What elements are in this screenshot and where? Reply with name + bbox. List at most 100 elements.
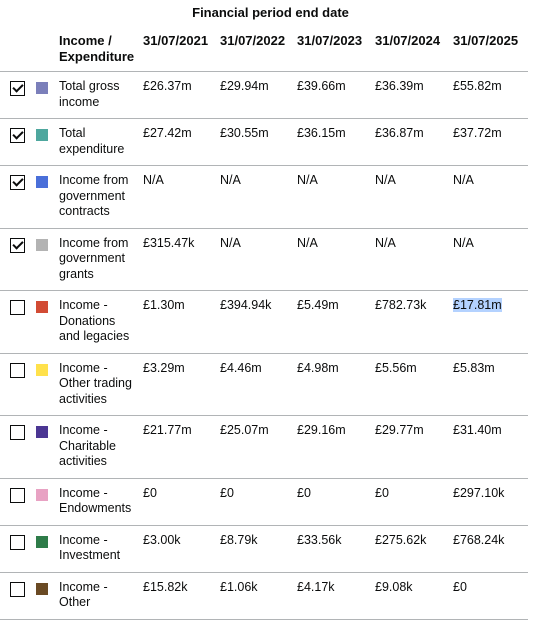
value-text: N/A: [297, 173, 318, 187]
header-date-2022: 31/07/2022: [214, 26, 291, 72]
swatch-cell: [30, 478, 55, 526]
row-label: Income - Other: [55, 572, 137, 620]
value-cell: £0: [137, 478, 214, 526]
series-color-swatch: [36, 129, 48, 141]
value-text: £1.30m: [143, 298, 185, 312]
value-text: £15.82k: [143, 579, 188, 594]
value-cell: £36.39m: [369, 71, 447, 119]
series-toggle-checkbox[interactable]: [10, 362, 25, 378]
value-cell: £5.49m: [291, 290, 369, 354]
value-text: £782.73k: [375, 298, 427, 312]
value-text: £29.77m: [375, 423, 424, 437]
series-color-swatch: [36, 582, 48, 595]
series-color-swatch: [36, 176, 48, 188]
row-label: Income - Endowments: [55, 478, 137, 526]
value-cell: N/A: [447, 165, 528, 229]
series-toggle-checkbox[interactable]: [10, 175, 25, 190]
value-text: £8.79k: [220, 532, 258, 547]
header-date-2025: 31/07/2025: [447, 26, 528, 72]
value-text: N/A: [220, 173, 241, 187]
value-cell: £4.46m: [214, 353, 291, 416]
table-row: Income from government grants £315.47k N/A…: [0, 228, 528, 291]
value-cell: £31.40m: [447, 415, 528, 479]
swatch-cell: [30, 118, 55, 166]
value-cell: £782.73k: [369, 290, 447, 354]
series-toggle-checkbox[interactable]: [10, 237, 25, 253]
series-toggle-checkbox[interactable]: [10, 128, 25, 143]
value-text: £4.46m: [220, 360, 262, 375]
series-color-swatch: [36, 426, 48, 438]
series-color-swatch: [36, 363, 48, 376]
value-text: £1.06k: [220, 579, 258, 594]
value-cell: £3.00k: [137, 525, 214, 573]
series-color-swatch: [36, 301, 48, 313]
value-text: £27.42m: [143, 126, 192, 140]
value-cell: N/A: [214, 165, 291, 229]
series-toggle-checkbox[interactable]: [10, 300, 25, 315]
series-color-swatch: [36, 488, 48, 501]
swatch-cell: [30, 415, 55, 479]
value-text: N/A: [375, 235, 396, 250]
value-cell: £27.42m: [137, 118, 214, 166]
swatch-cell: [30, 71, 55, 119]
value-cell: £4.17k: [291, 572, 369, 620]
value-cell: £36.15m: [291, 118, 369, 166]
header-checkbox-column: [0, 26, 30, 72]
checkbox-cell: [0, 525, 30, 573]
series-toggle-checkbox[interactable]: [10, 487, 25, 503]
checkbox-cell: [0, 290, 30, 354]
value-cell: £26.37m: [137, 71, 214, 119]
value-cell: £21.77m: [137, 415, 214, 479]
value-cell: £1.06k: [214, 572, 291, 620]
table-body: Total gross income £26.37m £29.94m £39.66m £…: [0, 71, 528, 620]
series-toggle-checkbox[interactable]: [10, 534, 25, 550]
checkbox-cell: [0, 353, 30, 416]
checkbox-cell: [0, 71, 30, 119]
value-text: £4.98m: [297, 360, 339, 375]
value-text: N/A: [453, 173, 474, 187]
value-cell: £0: [447, 572, 528, 620]
table-row: Total gross income £26.37m £29.94m £39.66m £…: [0, 71, 528, 119]
value-text: £5.56m: [375, 360, 417, 375]
table-row: Income - Endowments £0 £0 £0 £0 £297.10k: [0, 478, 528, 526]
row-label: Income - Investment: [55, 525, 137, 573]
value-cell: £25.07m: [214, 415, 291, 479]
value-text: £21.77m: [143, 423, 192, 437]
value-text: N/A: [297, 235, 318, 250]
value-cell: N/A: [369, 228, 447, 291]
checkbox-cell: [0, 572, 30, 620]
value-cell: £17.81m: [447, 290, 528, 354]
series-color-swatch: [36, 238, 48, 251]
value-cell: £0: [291, 478, 369, 526]
value-cell: £4.98m: [291, 353, 369, 416]
series-toggle-checkbox[interactable]: [10, 81, 25, 96]
value-cell: £37.72m: [447, 118, 528, 166]
value-text: £30.55m: [220, 126, 269, 140]
value-cell: £768.24k: [447, 525, 528, 573]
value-text: £3.00k: [143, 532, 181, 547]
value-text: £3.29m: [143, 360, 185, 375]
value-cell: £0: [214, 478, 291, 526]
value-text: £4.17k: [297, 579, 335, 594]
series-toggle-checkbox[interactable]: [10, 425, 25, 440]
table-row: Income - Other trading activities £3.29m £…: [0, 353, 528, 416]
value-cell: N/A: [291, 165, 369, 229]
row-label: Income from government contracts: [55, 165, 137, 229]
value-text: N/A: [220, 235, 241, 250]
value-cell: £55.82m: [447, 71, 528, 119]
series-toggle-checkbox[interactable]: [10, 581, 25, 597]
value-text: N/A: [453, 235, 474, 250]
value-text: £37.72m: [453, 126, 502, 140]
value-text: £315.47k: [143, 235, 195, 250]
value-text: £0: [297, 485, 311, 500]
value-text: £5.49m: [297, 298, 339, 312]
swatch-cell: [30, 165, 55, 229]
table-row: Income - Investment £3.00k £8.79k £33.56k £2…: [0, 525, 528, 573]
row-label: Income - Charitable activities: [55, 415, 137, 479]
series-color-swatch: [36, 82, 48, 94]
checkbox-cell: [0, 228, 30, 291]
checkbox-cell: [0, 118, 30, 166]
value-text: £36.87m: [375, 126, 424, 140]
value-cell: £3.29m: [137, 353, 214, 416]
table-row: Income from government contracts N/A N/A N/…: [0, 165, 528, 229]
